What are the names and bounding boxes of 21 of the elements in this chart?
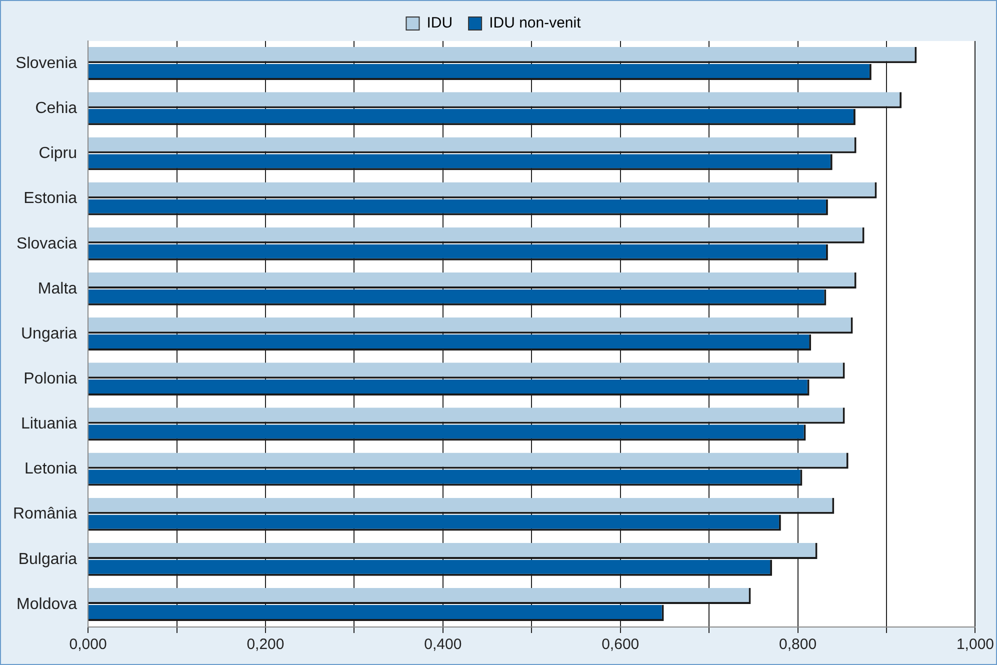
y-tick-label: Malta (38, 280, 78, 298)
y-tick-label: Polonia (24, 370, 78, 388)
x-tick-label: 0,800 (779, 636, 817, 654)
x-tick-label: 0,000 (69, 636, 107, 654)
legend-label: IDU (426, 14, 453, 32)
y-tick-label: Cipru (38, 145, 78, 162)
y-tick-label: Ungaria (21, 325, 78, 342)
y-tick-label: Lituania (20, 416, 78, 433)
y-tick-label: Slovenia (16, 54, 78, 72)
y-tick-label: Cehia (35, 100, 78, 118)
y-tick-label: România (13, 506, 78, 523)
x-tick-label: 0,600 (602, 636, 640, 654)
y-tick-label: Estonia (24, 190, 78, 208)
x-tick-label: 0,200 (246, 636, 284, 654)
legend-label: IDU non-venit (489, 14, 582, 32)
x-tick-label: 1,000 (956, 636, 994, 654)
y-tick-label: Letonia (24, 460, 78, 478)
y-tick-label: Bulgaria (18, 550, 78, 568)
x-tick-label: 0,400 (424, 636, 462, 654)
y-tick-label: Slovacia (16, 235, 78, 252)
y-tick-label: Moldova (16, 596, 78, 613)
